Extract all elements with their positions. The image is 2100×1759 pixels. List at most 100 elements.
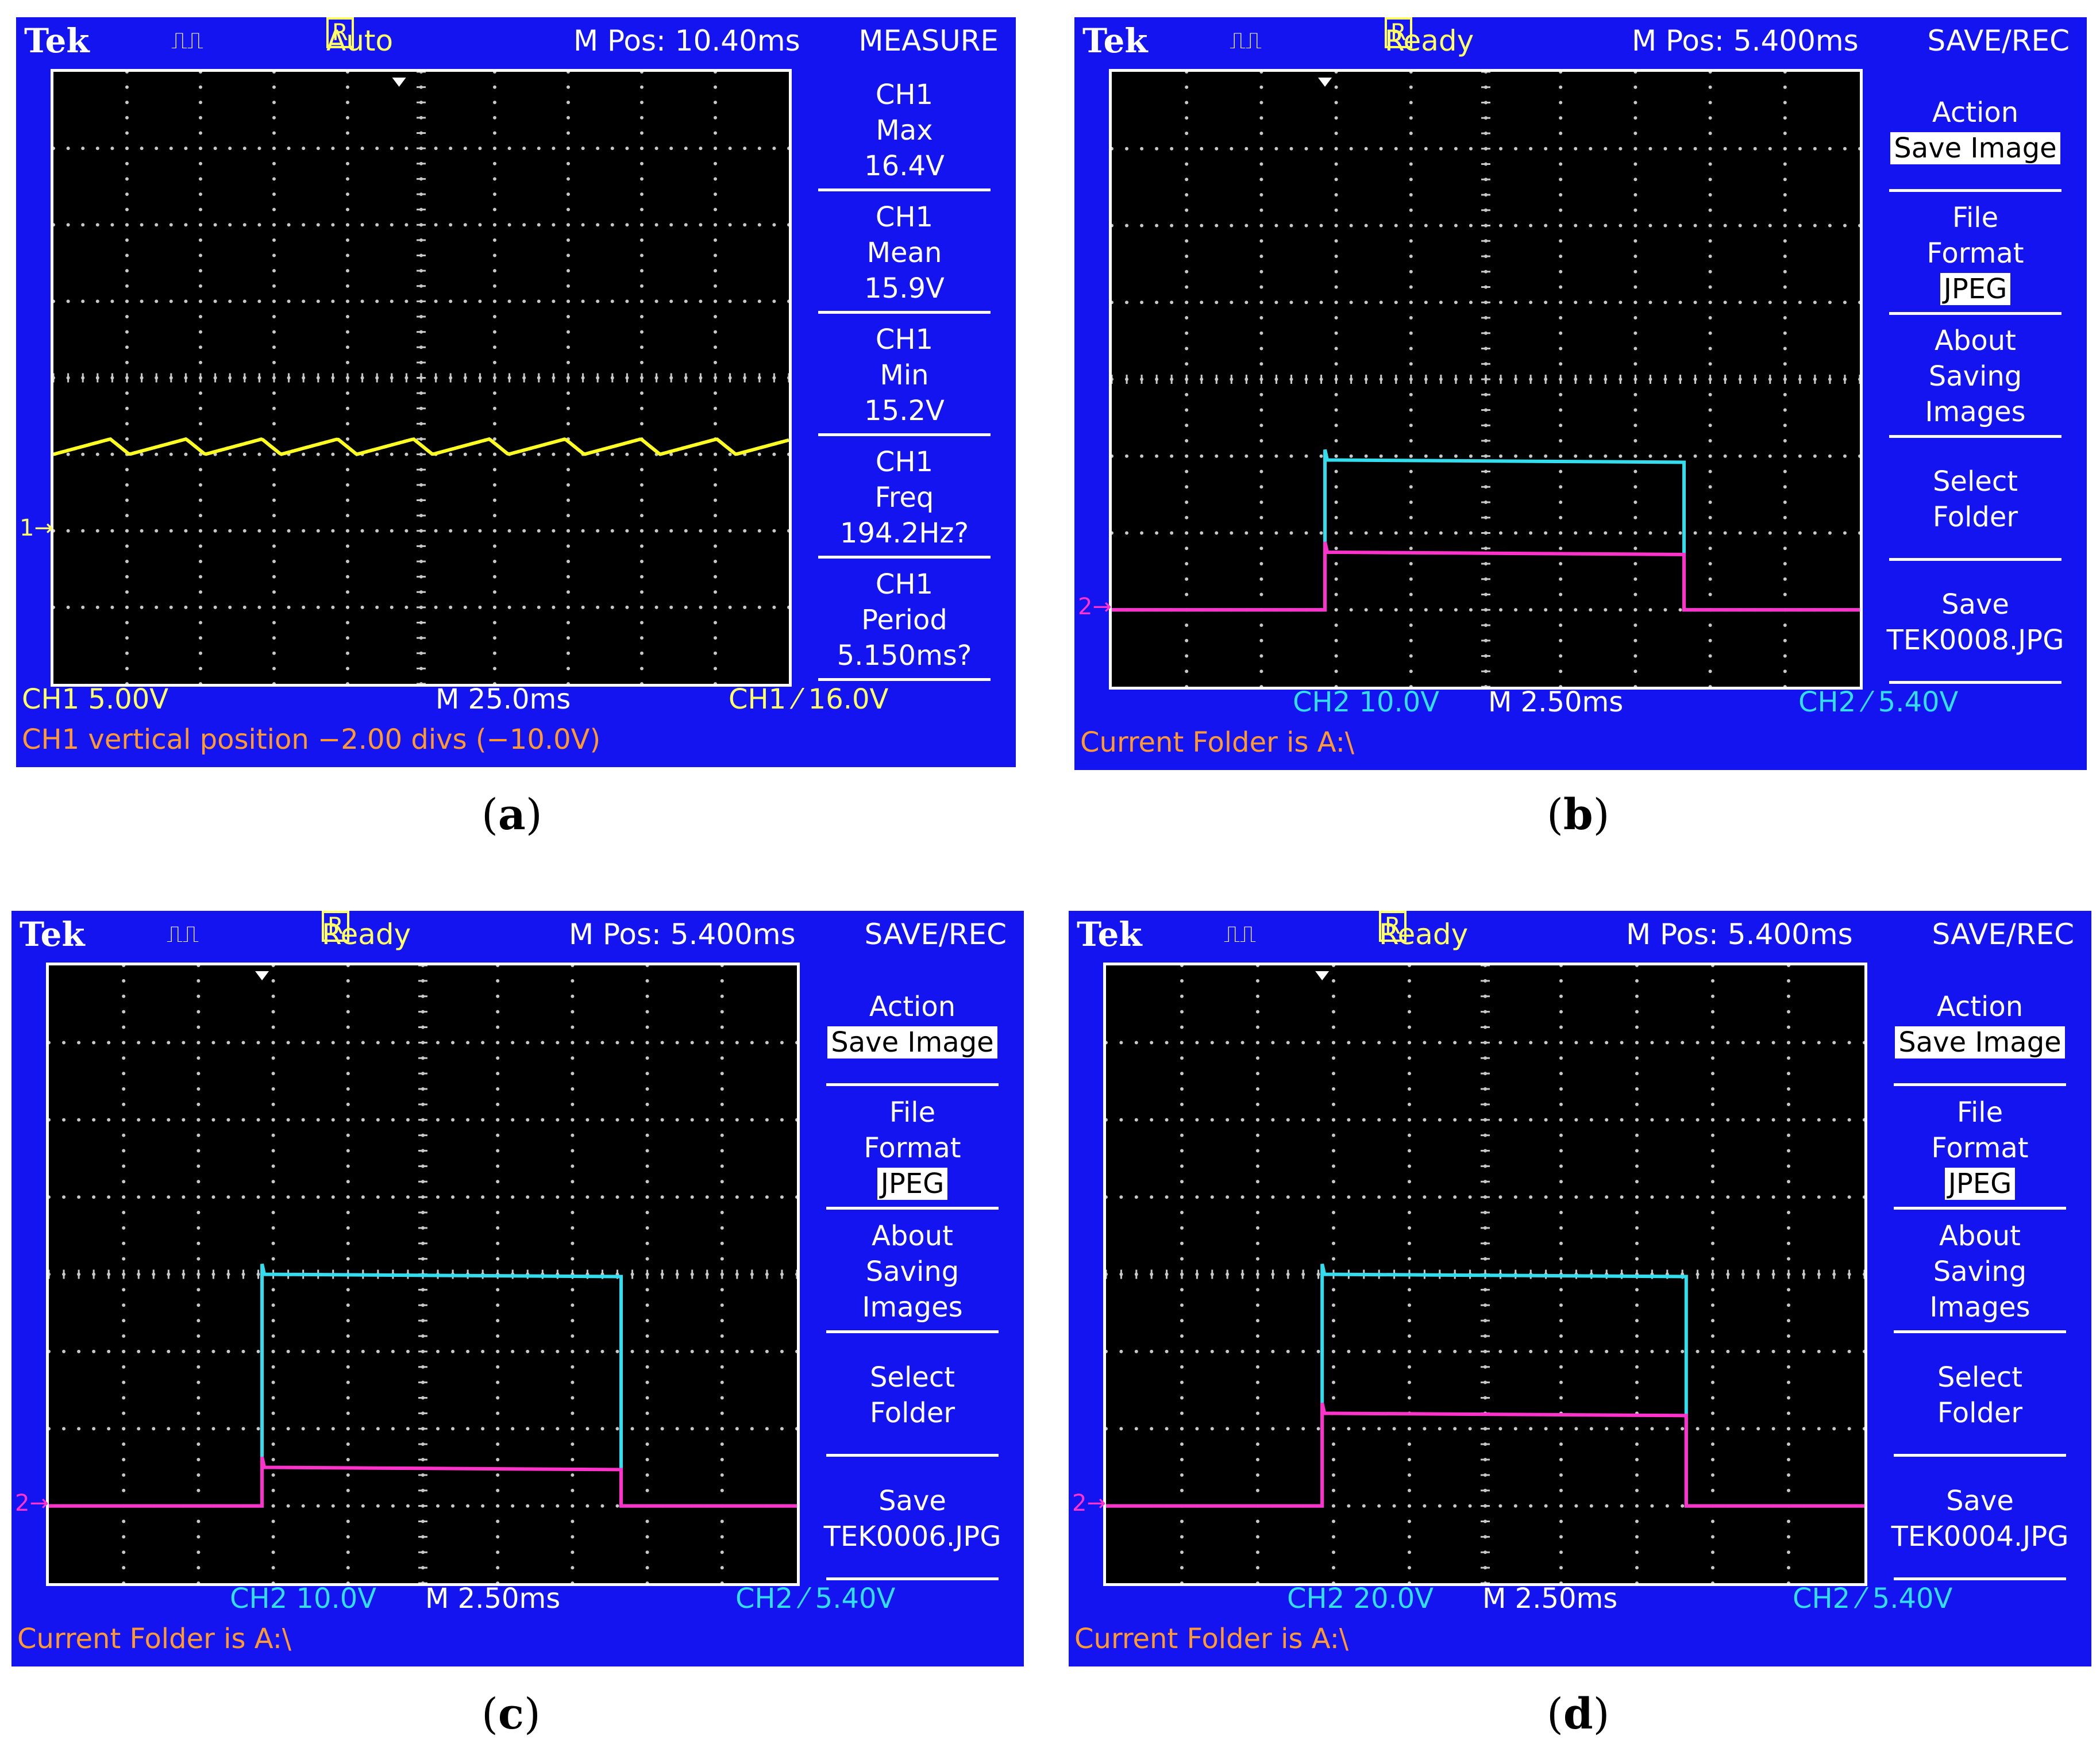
grid-dot [122, 1211, 126, 1214]
grid-dot [496, 1133, 500, 1137]
grid-dot [1832, 1195, 1836, 1199]
menu-item-2[interactable]: File Format JPEG [1876, 1086, 2083, 1210]
menu-item-4[interactable]: CH1 Freq 194.2Hz? [801, 436, 1008, 559]
menu-item-4[interactable]: Select Folder [1872, 438, 2079, 561]
grid-dot [507, 605, 511, 609]
menu-item-3[interactable]: About Saving Images [809, 1210, 1016, 1333]
grid-dot [571, 1334, 575, 1338]
grid-dot [1394, 301, 1398, 305]
grid-dot [1648, 147, 1652, 151]
menu-separator [818, 311, 991, 314]
grid-dot [92, 1427, 96, 1431]
grid-dot [196, 1427, 201, 1431]
menu-item-1[interactable]: CH1 Max 16.4V [801, 69, 1008, 191]
grid-dot [1620, 1349, 1624, 1353]
grid-dot [1424, 301, 1428, 305]
grid-dot [346, 330, 349, 334]
graticule [1112, 72, 1860, 687]
grid-dot [1256, 1102, 1259, 1106]
grid-dot [302, 299, 306, 303]
grid-dot [1256, 1164, 1259, 1168]
grid-dot [1256, 1288, 1259, 1292]
grid-dot [585, 1118, 589, 1122]
grid-dot [346, 345, 349, 349]
menu-item-5[interactable]: Save TEK0008.JPG [1872, 561, 2079, 684]
grid-dot [1286, 1427, 1290, 1431]
grid-dot [1185, 408, 1189, 412]
grid-dot [1753, 531, 1757, 535]
trigger-pulse-icon: ⎍⎍ [1224, 921, 1256, 948]
grid-dot [346, 1535, 350, 1539]
grid-dot [272, 330, 276, 334]
grid-dot [1559, 1473, 1563, 1477]
grid-dot [1286, 1195, 1290, 1199]
grid-dot [125, 284, 129, 288]
grid-dot [1708, 439, 1712, 442]
menu-item-2[interactable]: File Format JPEG [1872, 192, 2079, 315]
menu-item-2[interactable]: CH1 Mean 15.9V [801, 191, 1008, 314]
grid-dot [1332, 1458, 1335, 1461]
grid-dot [1711, 1519, 1714, 1523]
grid-dot [714, 147, 717, 151]
grid-dot [1230, 531, 1234, 535]
grid-dot [1620, 1504, 1624, 1508]
grid-dot [451, 1041, 455, 1045]
grid-dot [1408, 1380, 1411, 1384]
grid-dot [1787, 1581, 1790, 1583]
grid-dot [571, 965, 575, 967]
grid-dot [125, 483, 129, 487]
menu-item-5[interactable]: Save TEK0006.JPG [809, 1457, 1016, 1580]
grid-dot [640, 193, 644, 196]
menu-item-4[interactable]: Select Folder [1876, 1333, 2083, 1457]
grid-dot [610, 147, 614, 151]
grid-dot [287, 147, 291, 151]
grid-dot [571, 979, 575, 983]
menu-item-5[interactable]: CH1 Period 5.150ms? [801, 559, 1008, 681]
grid-dot [1408, 965, 1411, 967]
menu-item-3[interactable]: About Saving Images [1876, 1210, 2083, 1333]
grid-dot [1768, 301, 1772, 305]
grid-dot [1185, 454, 1189, 458]
menu-item-3[interactable]: CH1 Min 15.2V [801, 314, 1008, 436]
menu-item-line: Save [809, 1483, 1016, 1519]
grid-dot [184, 605, 188, 609]
menu-item-text: Freq [874, 481, 934, 514]
grid-dot [1408, 1241, 1411, 1245]
grid-dot [1119, 1195, 1123, 1199]
grid-dot [77, 1195, 81, 1199]
menu-item-1[interactable]: Action Save Image [1876, 963, 2083, 1086]
grid-dot [1787, 1349, 1790, 1353]
grid-dot [1379, 454, 1383, 458]
grid-dot [1708, 116, 1712, 120]
menu-item-3[interactable]: About Saving Images [1872, 315, 2079, 438]
grid-dot [772, 529, 776, 533]
menu-item-1[interactable]: Action Save Image [1872, 69, 2079, 192]
grid-dot [1304, 224, 1308, 228]
menu-item-4[interactable]: Select Folder [809, 1333, 1016, 1457]
grid-dot [287, 299, 291, 303]
menu-item-line: Folder [1876, 1395, 2083, 1431]
grid-dot [1408, 1133, 1411, 1137]
grid-dot [1256, 1566, 1259, 1570]
grid-dot [1408, 1195, 1411, 1199]
grid-dot [640, 544, 644, 548]
menu-item-2[interactable]: File Format JPEG [809, 1086, 1016, 1210]
grid-dot [1589, 1427, 1593, 1431]
grid-dot [1708, 331, 1712, 335]
menu-item-line: File [809, 1095, 1016, 1130]
channel-ground-marker: 2→ [15, 1489, 49, 1516]
grid-dot [610, 299, 614, 303]
menu-item-5[interactable]: Save TEK0004.JPG [1876, 1457, 2083, 1580]
grid-dot [1817, 1118, 1821, 1122]
grid-dot [66, 147, 70, 151]
grid-dot [361, 1504, 365, 1508]
grid-dot [1559, 562, 1563, 565]
grid-dot [391, 1504, 395, 1508]
menu-item-1[interactable]: Action Save Image [809, 963, 1016, 1086]
grid-dot [1559, 638, 1563, 642]
grid-dot [526, 1427, 530, 1431]
grid-dot [1185, 116, 1189, 120]
grid-dot [1256, 994, 1259, 998]
status-text: Ready [322, 918, 411, 951]
grid-dot [272, 360, 276, 364]
